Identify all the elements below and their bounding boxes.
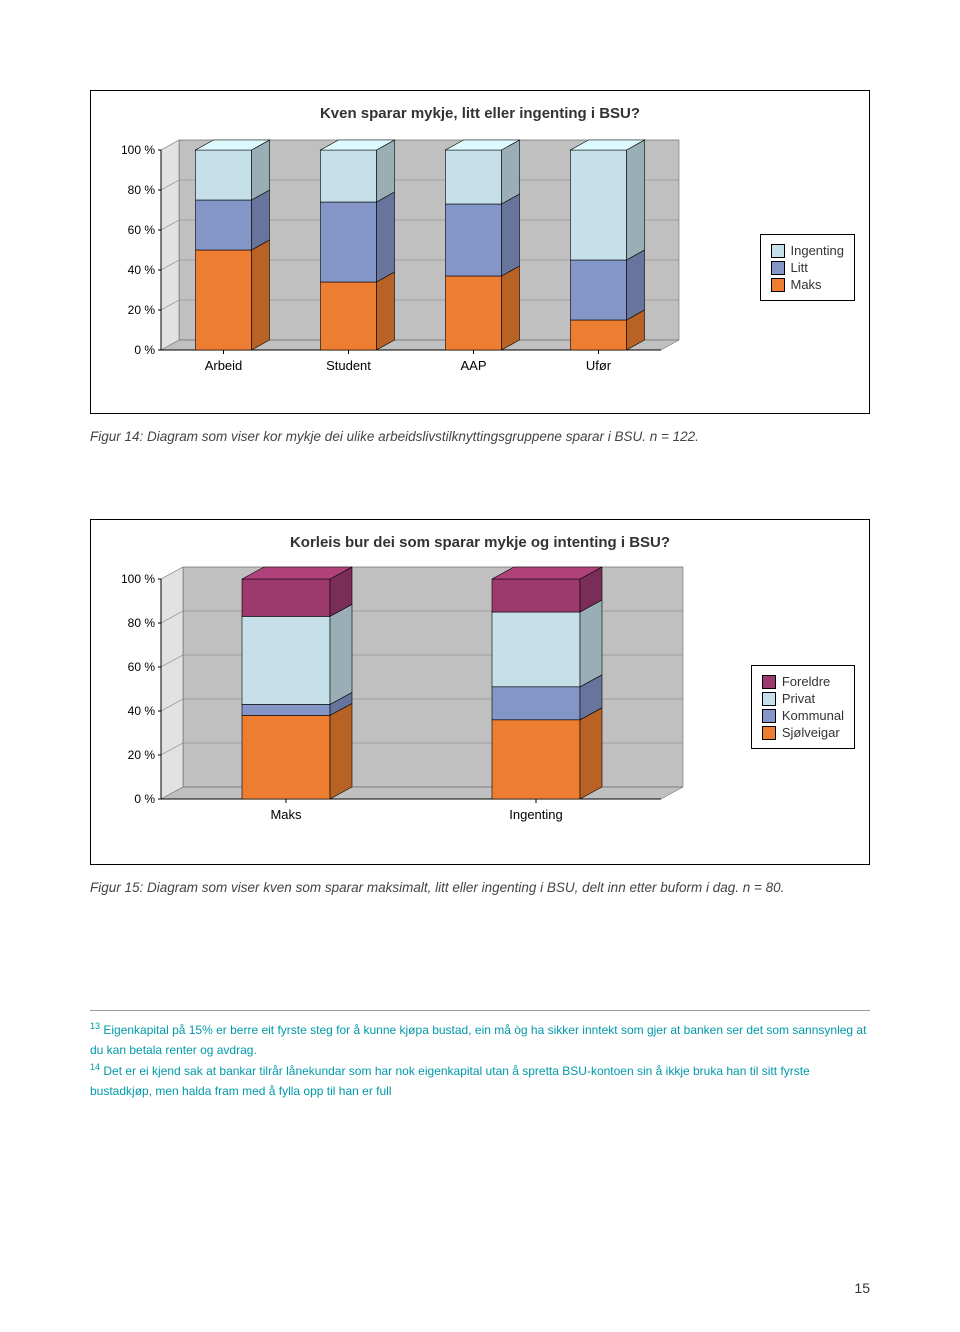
legend-item: Litt [771, 260, 845, 275]
legend-swatch [771, 244, 785, 258]
legend-label: Kommunal [782, 708, 844, 723]
legend-item: Privat [762, 691, 844, 706]
svg-text:100 %: 100 % [121, 143, 155, 157]
chart-1-container: Kven sparar mykje, litt eller ingenting … [90, 90, 870, 414]
legend-swatch [771, 278, 785, 292]
svg-text:Student: Student [326, 358, 371, 373]
legend-label: Foreldre [782, 674, 830, 689]
legend-label: Ingenting [791, 243, 845, 258]
legend-item: Kommunal [762, 708, 844, 723]
footnote: 14 Det er ei kjend sak at bankar tilrår … [90, 1060, 870, 1102]
svg-text:40 %: 40 % [128, 263, 156, 277]
legend-label: Privat [782, 691, 815, 706]
svg-text:20 %: 20 % [128, 303, 156, 317]
svg-text:Arbeid: Arbeid [205, 358, 243, 373]
svg-text:0 %: 0 % [134, 792, 155, 806]
svg-text:60 %: 60 % [128, 223, 156, 237]
legend-swatch [762, 726, 776, 740]
svg-text:Ufør: Ufør [586, 358, 612, 373]
chart-2-title: Korleis bur dei som sparar mykje og inte… [105, 534, 855, 551]
chart-1-legend: Ingenting Litt Maks [760, 234, 856, 301]
legend-item: Foreldre [762, 674, 844, 689]
svg-text:80 %: 80 % [128, 183, 156, 197]
chart-2-container: Korleis bur dei som sparar mykje og inte… [90, 519, 870, 865]
chart-1-caption: Figur 14: Diagram som viser kor mykje de… [90, 426, 870, 449]
legend-item: Maks [771, 277, 845, 292]
svg-text:0 %: 0 % [134, 343, 155, 357]
svg-text:100 %: 100 % [121, 572, 155, 586]
svg-text:20 %: 20 % [128, 748, 156, 762]
legend-swatch [762, 692, 776, 706]
svg-text:Maks: Maks [270, 807, 302, 822]
legend-item: Sjølveigar [762, 725, 844, 740]
legend-item: Ingenting [771, 243, 845, 258]
chart-1-plot: 0 % 20 % 40 % 60 % 80 % 100 % Arbeid Student AAP… [105, 136, 740, 399]
chart-2-plot: 0 % 20 % 40 % 60 % 80 % 100 % Maks Ingenting [105, 565, 731, 850]
svg-text:40 %: 40 % [128, 704, 156, 718]
chart-2-caption: Figur 15: Diagram som viser kven som spa… [90, 877, 870, 900]
legend-label: Sjølveigar [782, 725, 840, 740]
svg-text:80 %: 80 % [128, 616, 156, 630]
legend-label: Maks [791, 277, 822, 292]
chart-1-title: Kven sparar mykje, litt eller ingenting … [105, 105, 855, 122]
svg-text:Ingenting: Ingenting [509, 807, 563, 822]
legend-swatch [762, 675, 776, 689]
chart-2-legend: Foreldre Privat Kommunal Sjølveigar [751, 665, 855, 749]
svg-text:60 %: 60 % [128, 660, 156, 674]
legend-swatch [762, 709, 776, 723]
legend-swatch [771, 261, 785, 275]
footnote: 13 Eigenkapital på 15% er berre eit fyrs… [90, 1019, 870, 1061]
svg-text:AAP: AAP [460, 358, 486, 373]
legend-label: Litt [791, 260, 808, 275]
footnotes: 13 Eigenkapital på 15% er berre eit fyrs… [90, 1010, 870, 1102]
page-number: 15 [854, 1280, 870, 1296]
